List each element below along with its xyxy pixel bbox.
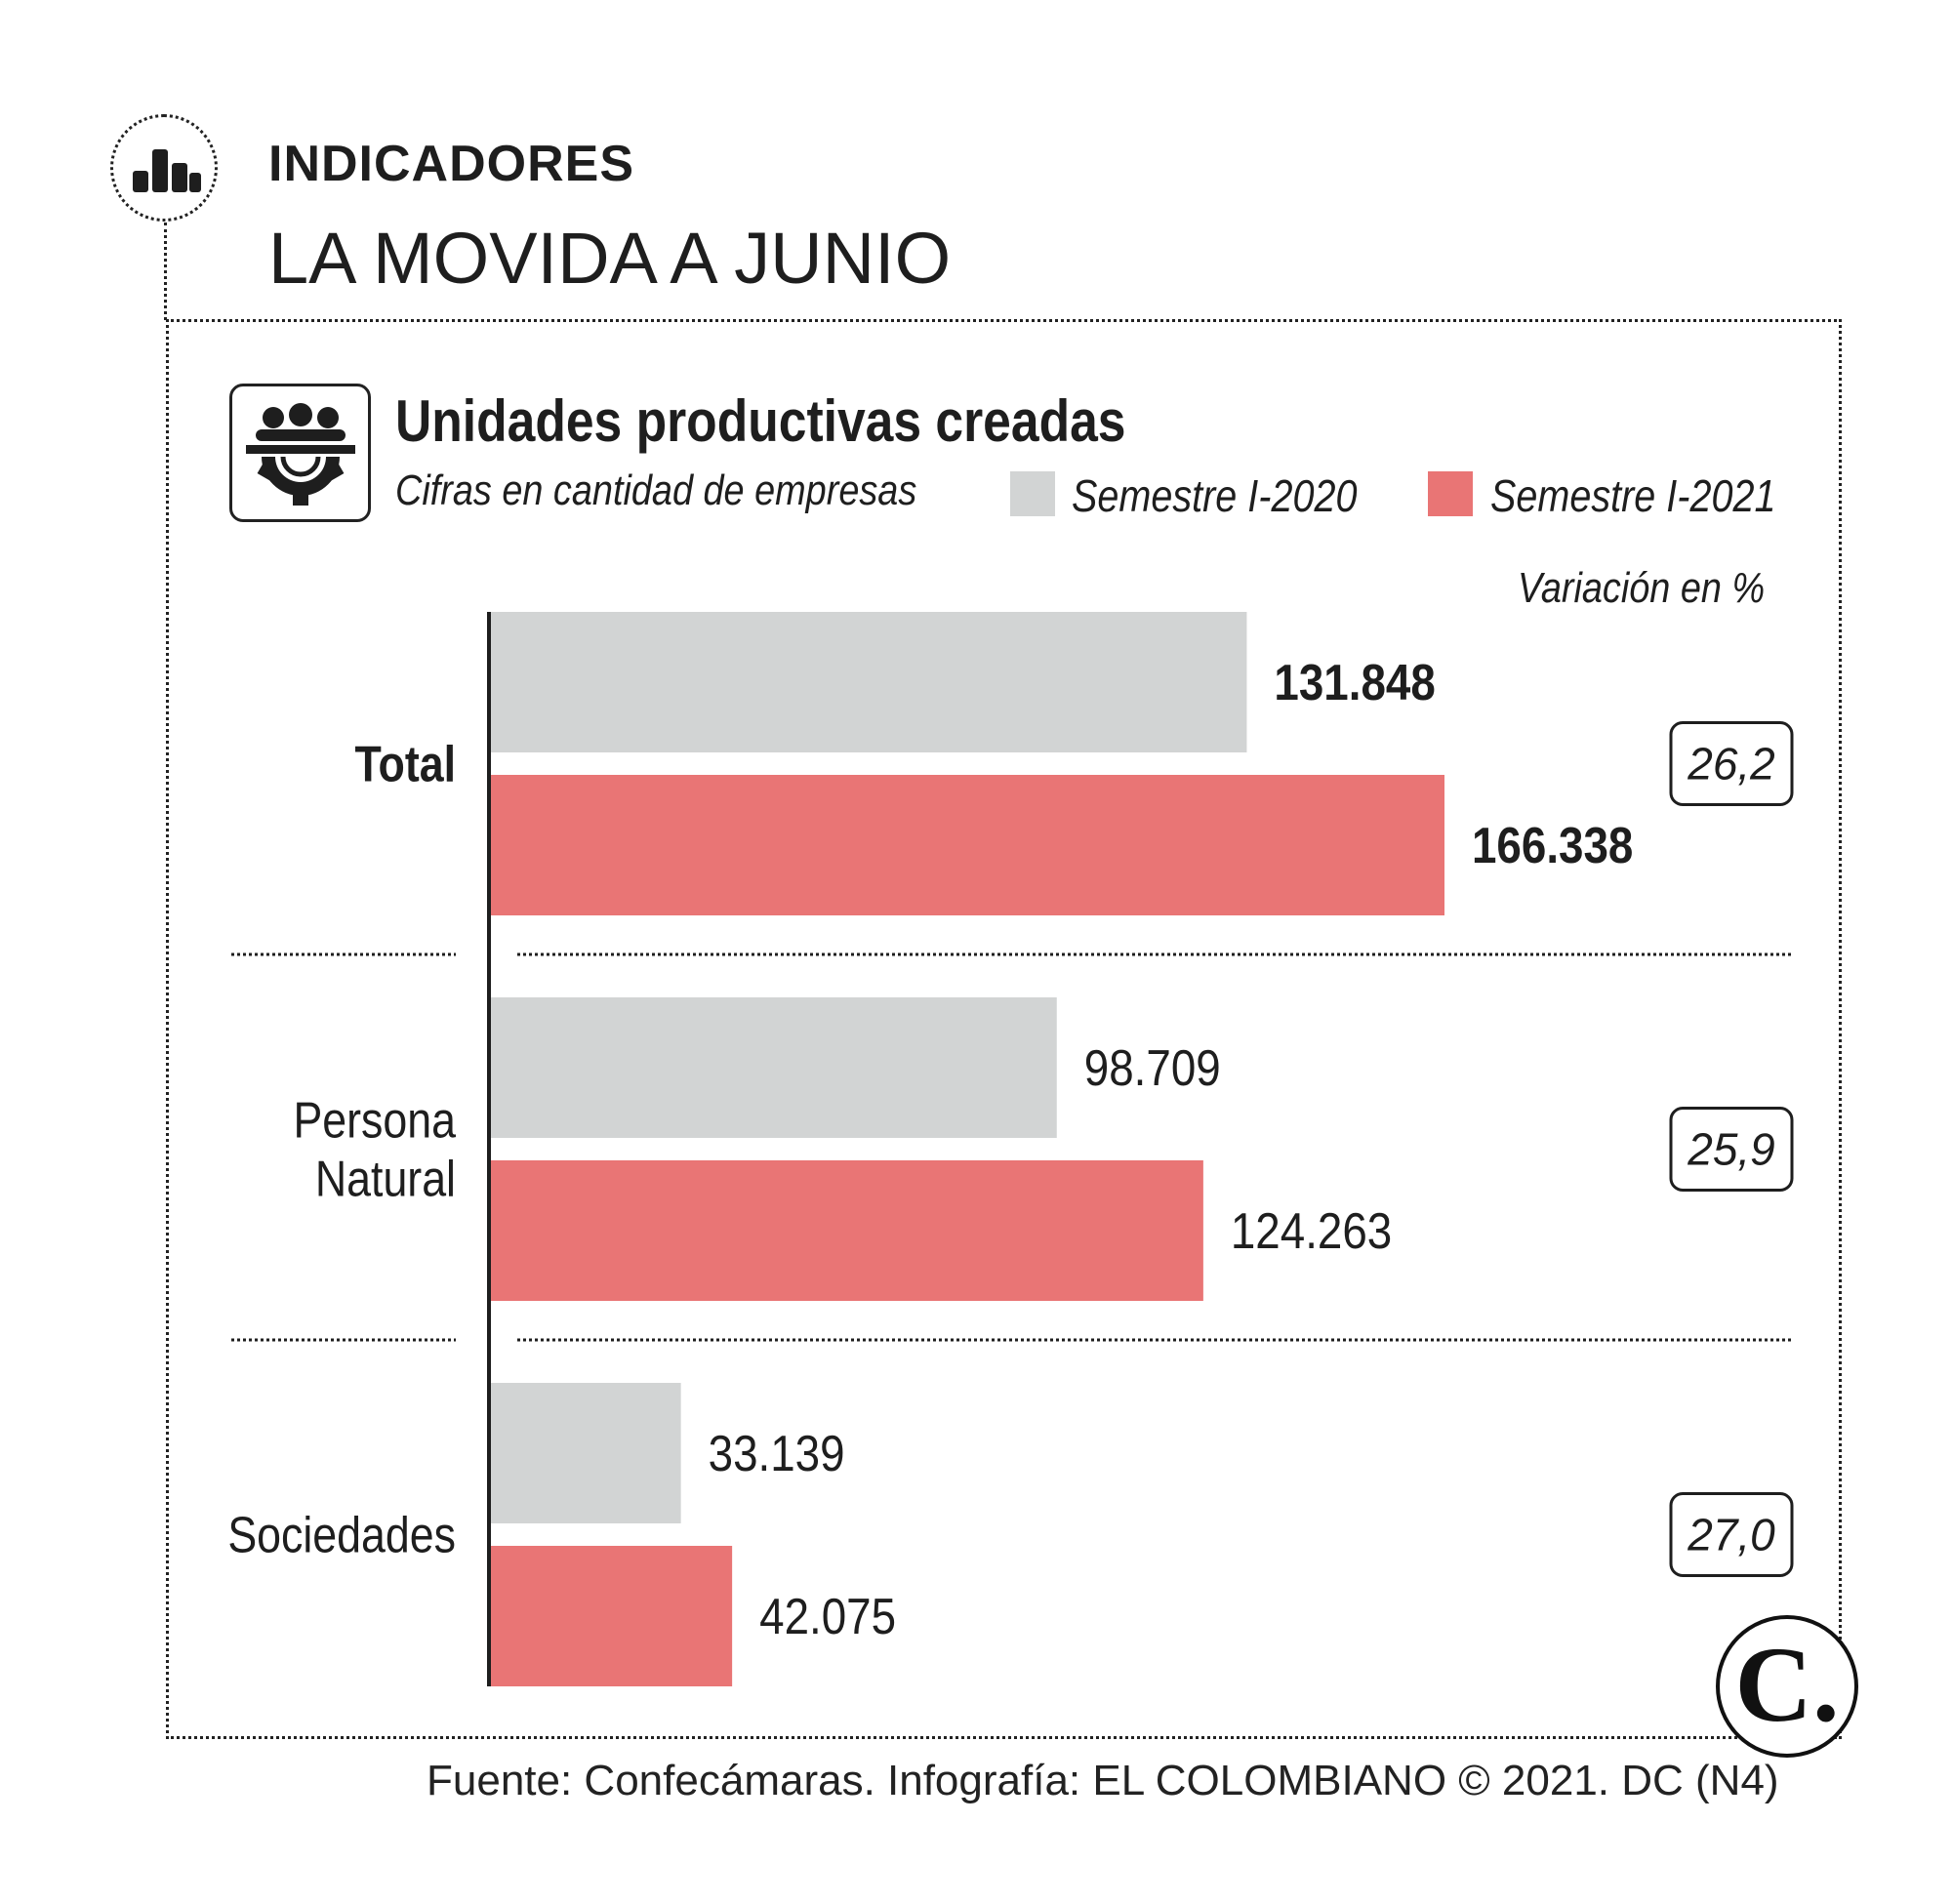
category-label: Natural	[315, 1151, 456, 1207]
value-label: 42.075	[759, 1589, 896, 1644]
legend-swatch-2020	[1010, 471, 1055, 516]
bar-2020	[491, 997, 1057, 1138]
value-label: 166.338	[1472, 818, 1633, 873]
headline: LA MOVIDA A JUNIO	[268, 218, 952, 299]
bar-2020	[491, 1383, 681, 1523]
category-label: Sociedades	[227, 1507, 456, 1563]
variation-box	[1669, 1107, 1794, 1192]
chart-subtitle: Cifras en cantidad de empresas	[395, 466, 917, 514]
bar-2020	[491, 612, 1247, 752]
kicker-icon-ring	[110, 114, 218, 222]
bar-2021	[491, 1160, 1203, 1301]
kicker: INDICADORES	[268, 136, 635, 192]
value-label: 131.848	[1274, 655, 1435, 710]
value-label: 98.709	[1084, 1040, 1221, 1096]
legend-label-2020: Semestre I-2020	[1072, 470, 1358, 521]
publisher-logo: C.	[1716, 1615, 1858, 1758]
variation-value: 25,9	[1687, 1124, 1775, 1175]
variation-box	[1669, 1492, 1794, 1577]
chart-title: Unidades productivas creadas	[395, 388, 1126, 454]
category-label: Total	[355, 736, 456, 792]
category-label: Persona	[293, 1092, 456, 1149]
variation-value: 27,0	[1687, 1510, 1775, 1560]
variation-header: Variación en %	[1518, 564, 1766, 612]
variation-box	[1669, 721, 1794, 806]
chart-frame	[166, 319, 1842, 1739]
bar-2021	[491, 775, 1444, 915]
value-label: 33.139	[709, 1426, 845, 1481]
value-label: 124.263	[1231, 1203, 1392, 1259]
chart-icon-box	[229, 384, 371, 522]
people-gear-icon	[246, 403, 355, 506]
bar-chart-icon	[133, 149, 201, 192]
legend-label-2021: Semestre I-2021	[1490, 470, 1776, 521]
legend-swatch-2021	[1428, 471, 1473, 516]
variation-value: 26,2	[1687, 739, 1775, 790]
connector-line	[164, 223, 167, 320]
bar-2021	[491, 1546, 733, 1686]
source-credit: Fuente: Confecámaras. Infografía: EL COL…	[427, 1757, 1779, 1804]
